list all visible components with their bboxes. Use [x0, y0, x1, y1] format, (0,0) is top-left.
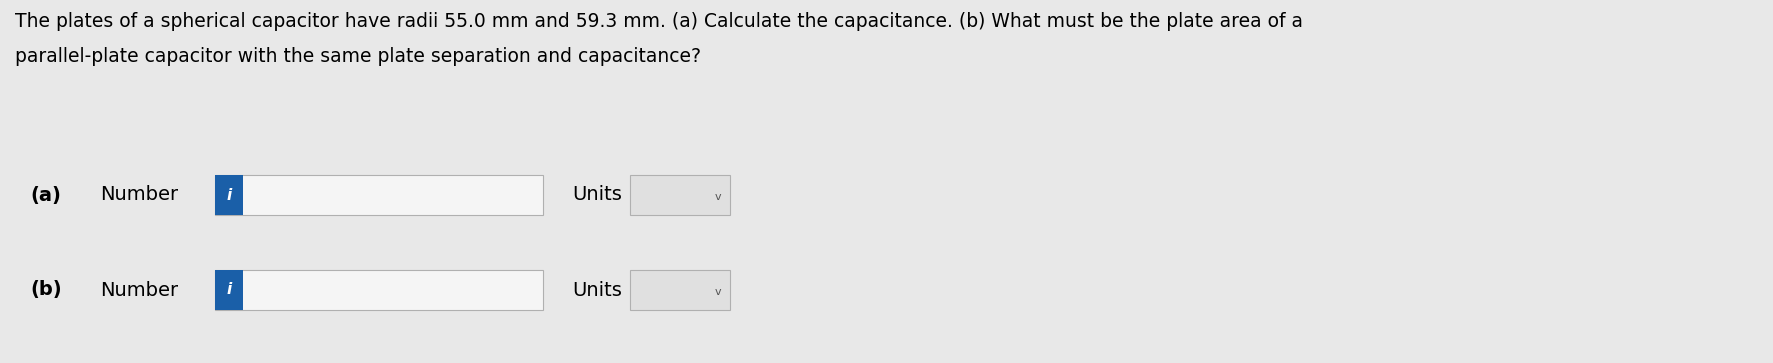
FancyBboxPatch shape	[629, 175, 729, 215]
Text: Number: Number	[99, 281, 177, 299]
Text: i: i	[227, 282, 232, 298]
FancyBboxPatch shape	[215, 270, 543, 310]
Text: Number: Number	[99, 185, 177, 204]
Text: The plates of a spherical capacitor have radii 55.0 mm and 59.3 mm. (a) Calculat: The plates of a spherical capacitor have…	[14, 12, 1301, 31]
Text: (a): (a)	[30, 185, 60, 204]
Text: v: v	[715, 192, 722, 202]
Text: v: v	[715, 287, 722, 297]
Text: i: i	[227, 188, 232, 203]
FancyBboxPatch shape	[215, 175, 243, 215]
Text: (b): (b)	[30, 281, 62, 299]
FancyBboxPatch shape	[629, 270, 729, 310]
Text: Units: Units	[571, 281, 622, 299]
FancyBboxPatch shape	[215, 270, 243, 310]
Text: Units: Units	[571, 185, 622, 204]
FancyBboxPatch shape	[215, 175, 543, 215]
Text: parallel-plate capacitor with the same plate separation and capacitance?: parallel-plate capacitor with the same p…	[14, 47, 700, 66]
